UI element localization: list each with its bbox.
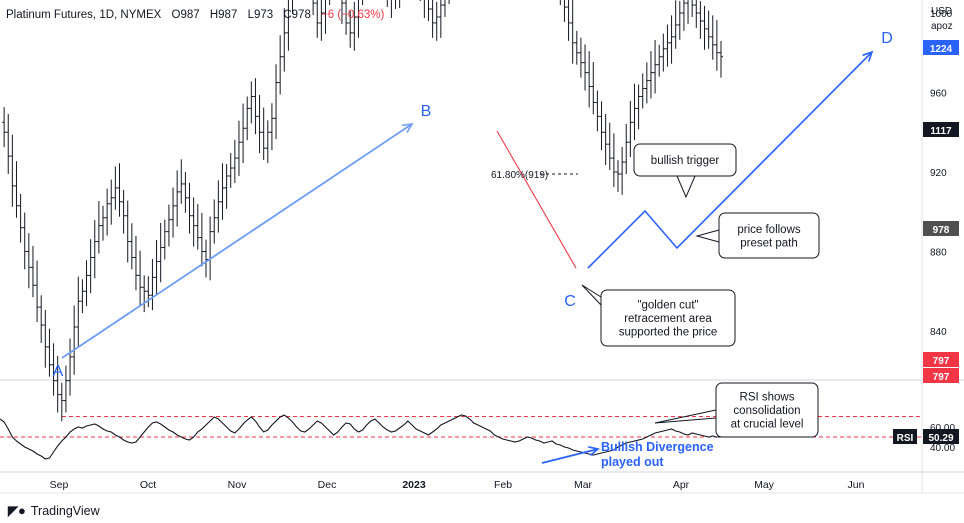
wave-label-a: A: [53, 363, 64, 380]
golden-cut-callout-text: retracement area: [624, 313, 712, 325]
price-tag-1117: [923, 122, 959, 137]
currency-label: USD: [931, 6, 953, 17]
time-tick-label: May: [754, 479, 775, 491]
rsi-note-callout-pointer: [654, 409, 717, 424]
golden-cut-callout-pointer: [581, 284, 602, 306]
preset-path-callout-text: price follows: [737, 224, 801, 236]
time-tick-label: Jun: [848, 479, 865, 491]
time-tick-label: Oct: [140, 479, 156, 491]
rsi-value-tag: [923, 429, 959, 444]
tradingview-logo-icon: ◤●: [8, 503, 26, 518]
wave-bc-line: [496, 130, 577, 269]
time-tick-label: Feb: [494, 479, 512, 491]
golden-cut-callout-text: "golden cut": [637, 300, 698, 312]
symbol-label[interactable]: Platinum Futures, 1D, NYMEX: [6, 9, 162, 21]
close-value: C978: [283, 9, 311, 21]
bullish-divergence-text: played out: [601, 455, 664, 469]
brand-name: TradingView: [30, 504, 100, 518]
price-tag-label: 797: [933, 372, 950, 383]
rsi-value-label: 50.29: [928, 433, 953, 444]
rsi-series-line: [0, 414, 721, 460]
wave-ab-line: [61, 123, 413, 359]
low-value: L973: [247, 9, 274, 21]
price-tag-label: 1117: [930, 126, 952, 137]
price-tag-978: [923, 221, 959, 236]
rsi-tick-label: 40.00: [930, 443, 955, 454]
bullish-trigger-callout: bullish trigger: [633, 143, 737, 199]
tradingview-brand[interactable]: ◤● TradingView: [8, 503, 100, 519]
price-tag-797: [923, 352, 959, 367]
price-tick-label: 920: [930, 168, 947, 179]
change-value: −6 (−0.63%): [321, 9, 385, 21]
price-tag-1224: [923, 40, 959, 55]
rsi-name-tag: [893, 429, 917, 444]
time-tick-label: Apr: [673, 479, 690, 491]
price-tag-label: 797: [933, 356, 950, 367]
rsi-note-callout-text: at crucial level: [731, 419, 804, 431]
time-tick-label: Dec: [318, 479, 337, 491]
time-tick-label: Mar: [574, 479, 593, 491]
bullish-trigger-callout-pointer: [676, 175, 696, 199]
price-tick-label: 880: [930, 248, 947, 259]
wave-label-b: B: [421, 103, 432, 120]
rsi-note-callout-text: consolidation: [733, 405, 800, 417]
price-tick-label: 840: [930, 327, 947, 338]
bullish-trigger-callout-box: [633, 143, 737, 177]
open-value: O987: [171, 9, 200, 21]
golden-cut-callout-box: [600, 289, 736, 347]
bullish-divergence-text: Bullish Divergence: [601, 440, 714, 454]
rsi-note-callout-text: RSI shows: [740, 392, 795, 404]
fib-label: 61.80%(919): [491, 170, 548, 181]
time-tick-label: 2023: [402, 479, 426, 491]
preset-path-callout-pointer: [695, 229, 720, 243]
golden-cut-callout: "golden cut"retracement area supported th…: [581, 284, 736, 347]
wave-cd-path: [587, 51, 873, 269]
time-tick-label: Nov: [228, 479, 247, 491]
unit-label: apoz: [931, 21, 953, 32]
golden-cut-callout-text: supported the price: [619, 327, 717, 339]
candles-group: [2, 0, 723, 422]
wave-label-c: C: [564, 293, 576, 310]
bullish-trigger-callout-text: bullish trigger: [651, 155, 720, 167]
price-tick-label: 1000: [930, 9, 953, 20]
chart-header: Platinum Futures, 1D, NYMEX O987 H987 L9…: [6, 9, 391, 21]
price-tick-label: 960: [930, 89, 947, 100]
rsi-tick-label: 60.00: [930, 423, 955, 434]
preset-path-callout-box: [718, 212, 820, 259]
wave-cd-arrowhead: [862, 50, 874, 62]
price-tag-label: 978: [933, 225, 950, 236]
preset-path-callout-text: preset path: [740, 237, 798, 249]
price-tag-797: [923, 368, 959, 383]
price-tag-label: 1224: [930, 44, 953, 55]
wave-ab-arrowhead: [401, 122, 414, 134]
wave-label-d: D: [881, 30, 893, 47]
high-value: H987: [209, 9, 238, 21]
divergence-arrow-line: [541, 448, 599, 464]
divergence-arrowhead: [588, 446, 600, 457]
rsi-name-label: RSI: [897, 433, 914, 444]
time-tick-label: Sep: [50, 479, 69, 491]
